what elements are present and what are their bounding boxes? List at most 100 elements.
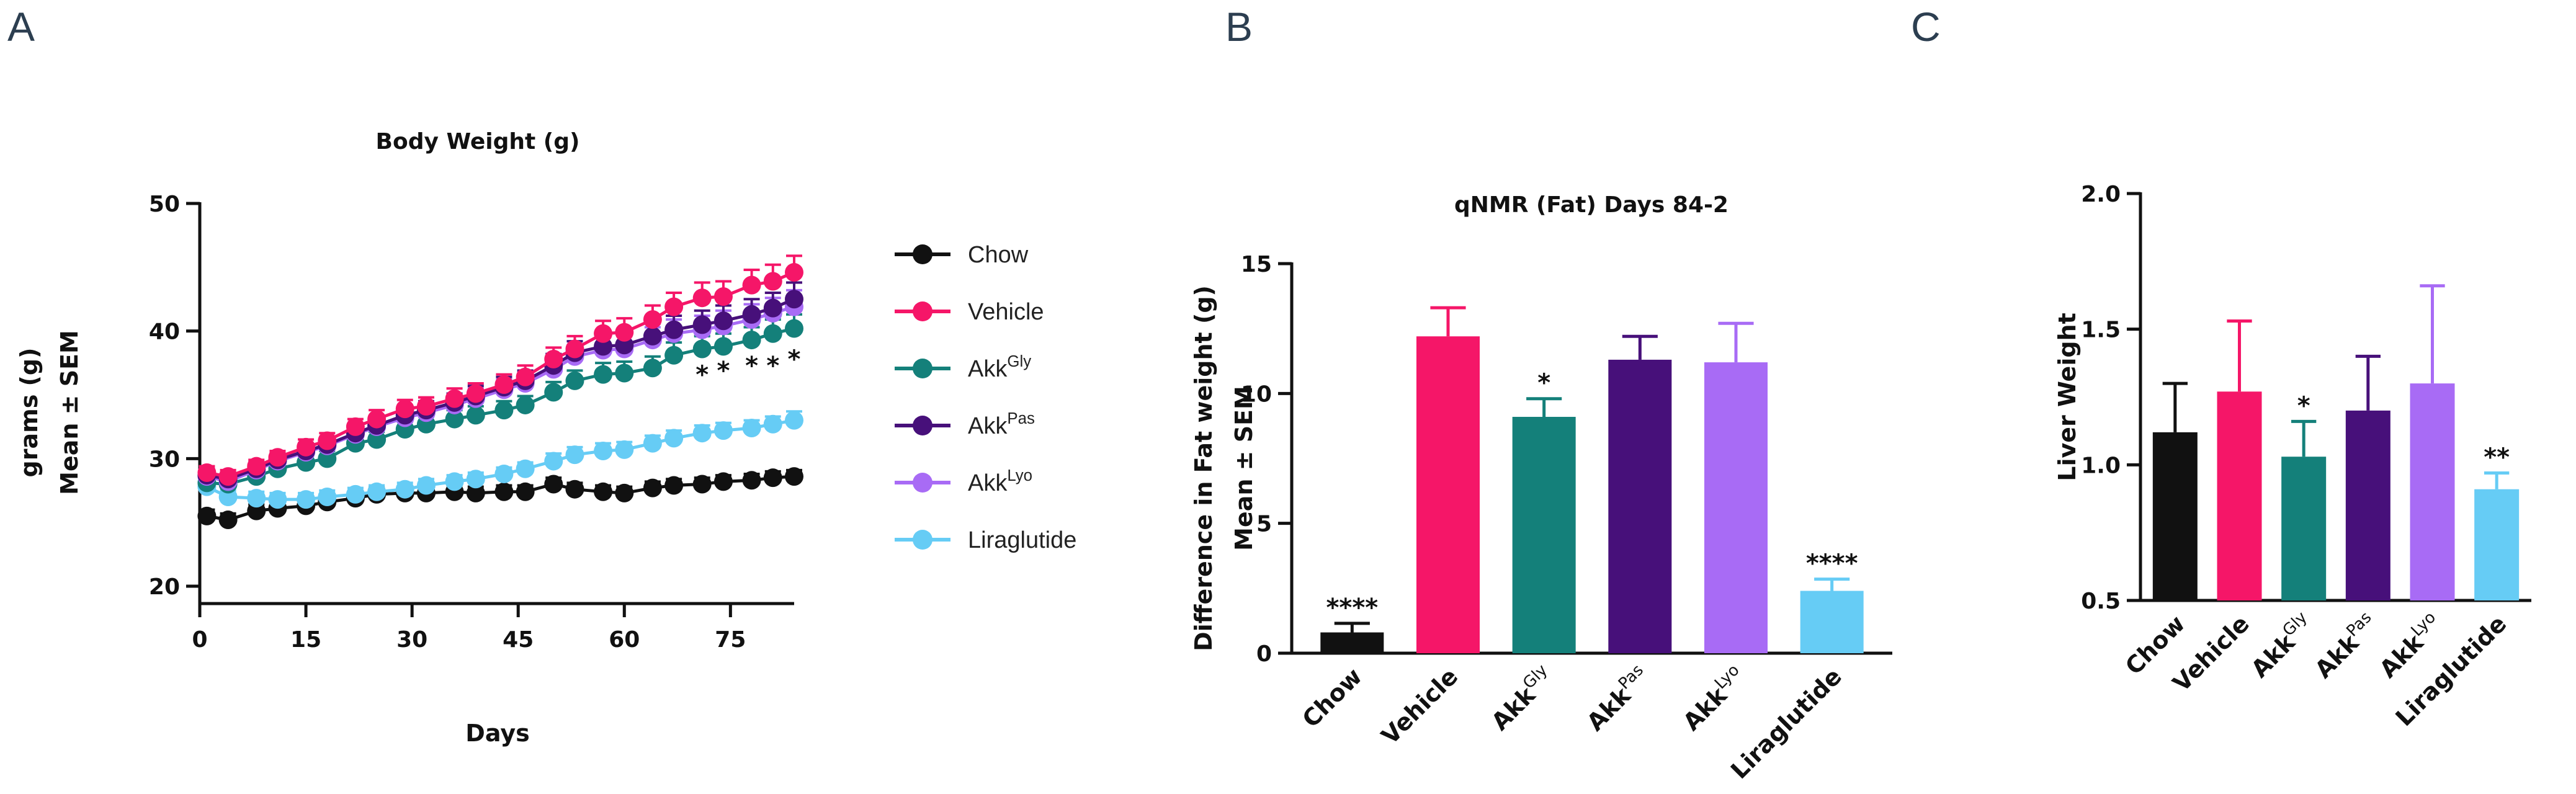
- chart-c-significance: *: [2297, 391, 2310, 420]
- chart-a-data-point: [516, 367, 535, 386]
- chart-c-bar: [2281, 457, 2327, 600]
- chart-b-y-tick-label: 5: [1256, 512, 1272, 537]
- chart-a-data-point: [664, 297, 684, 316]
- chart-a-x-tick-label: 60: [609, 627, 640, 653]
- chart-a-series-5: [197, 254, 803, 486]
- chart-a-data-point: [594, 365, 613, 384]
- chart-a-data-point: [594, 324, 613, 343]
- chart-b-category-label: Chow: [1297, 662, 1367, 733]
- chart-a-data-point: [785, 290, 803, 309]
- chart-b-y-axis-title-line1: Difference in Fat weight (g): [1190, 285, 1217, 651]
- chart-a-data-point: [516, 459, 535, 478]
- chart-a-data-point: [297, 490, 316, 509]
- chart-b-significance: *: [1537, 369, 1550, 398]
- chart-a-data-point: [643, 434, 662, 453]
- chart-a-data-point: [565, 371, 584, 390]
- chart-a-y-tick-label: 40: [149, 319, 180, 345]
- chart-c-bar: [2152, 432, 2198, 600]
- legend-label: AkkGly: [968, 353, 1031, 382]
- chart-b-category-label: AkkGly: [1485, 661, 1560, 736]
- chart-c-y-tick-label: 2.0: [2081, 182, 2121, 207]
- chart-a-data-point: [615, 323, 634, 342]
- legend-marker: [913, 301, 932, 321]
- chart-a-data-point: [544, 383, 563, 402]
- chart-a-data-point: [742, 418, 761, 437]
- chart-a-data-point: [466, 384, 485, 403]
- chart-a-data-point: [494, 465, 514, 484]
- chart-c-bar: [2345, 410, 2390, 600]
- chart-a-significance: *: [745, 352, 758, 380]
- chart-a-data-point: [367, 430, 387, 449]
- chart-a-data-point: [494, 482, 514, 501]
- chart-c-bar: [2410, 383, 2455, 600]
- chart-a-data-point: [346, 484, 365, 504]
- chart-a-data-point: [713, 472, 733, 491]
- chart-a-data-point: [494, 375, 514, 395]
- chart-a-data-point: [713, 337, 733, 356]
- chart-a-data-point: [318, 431, 337, 450]
- chart-a-data-point: [494, 401, 514, 420]
- chart-a-data-point: [742, 305, 761, 324]
- chart-b-bar-group-2: * AkkGly: [1485, 369, 1576, 736]
- chart-a-data-point: [594, 482, 613, 501]
- chart-a-data-point: [643, 326, 662, 346]
- chart-a-data-point: [713, 311, 733, 331]
- chart-a-x-axis-title: Days: [465, 720, 529, 747]
- chart-a-data-point: [664, 429, 684, 448]
- chart-b-bar: [1320, 632, 1384, 653]
- chart-a-data-point: [763, 324, 782, 343]
- panel-letter-b: B: [1225, 4, 1253, 50]
- chart-a-data-point: [197, 463, 217, 482]
- chart-c-bar-group-4: AkkLyo: [2374, 284, 2455, 683]
- chart-a-data-point: [247, 489, 266, 508]
- legend-marker: [913, 473, 932, 493]
- chart-c-y-tick-label: 1.0: [2081, 453, 2121, 478]
- chart-a-data-point: [516, 482, 535, 501]
- chart-a-data-point: [268, 490, 287, 509]
- chart-a-data-point: [785, 467, 803, 486]
- legend-marker: [913, 416, 932, 435]
- chart-a-y-tick-label: 50: [149, 192, 180, 217]
- chart-a-data-point: [565, 445, 584, 465]
- chart-a-x-tick-label: 15: [290, 627, 321, 653]
- chart-a-data-point: [565, 339, 584, 359]
- chart-b-title: qNMR (Fat) Days 84-2: [1454, 192, 1729, 218]
- chart-a-significance: *: [766, 352, 779, 380]
- chart-a-data-point: [346, 417, 365, 436]
- chart-a-significance: *: [717, 357, 730, 385]
- chart-c-y-axis-title-line1: Liver Weight: [2054, 313, 2081, 481]
- chart-a-data-point: [692, 424, 712, 443]
- chart-a-x-tick-label: 30: [396, 627, 427, 653]
- chart-a-data-point: [395, 480, 414, 499]
- chart-a-data-point: [742, 331, 761, 350]
- chart-b-category-label: AkkLyo: [1676, 661, 1751, 736]
- chart-a-y-tick-label: 20: [149, 574, 180, 600]
- legend-label: Chow: [968, 242, 1029, 268]
- chart-a-data-point: [692, 339, 712, 359]
- chart-b-bar: [1608, 359, 1672, 653]
- chart-a-significance: *: [788, 346, 801, 374]
- chart-a-title: Body Weight (g): [376, 129, 580, 154]
- chart-a-data-point: [218, 467, 238, 486]
- chart-a-data-point: [664, 320, 684, 339]
- chart-a-data-point: [297, 437, 316, 457]
- chart-a-x-tick-label: 45: [503, 627, 534, 653]
- chart-a-data-point: [445, 472, 464, 491]
- chart-a-data-point: [367, 482, 387, 501]
- chart-a-data-point: [318, 449, 337, 468]
- chart-a-data-point: [785, 411, 803, 430]
- chart-a-data-point: [544, 475, 563, 494]
- body-weight-line-chart: Body Weight (g) 20 30 40 50 0 15 30 45 60 75 Days gr…: [16, 129, 1076, 747]
- chart-b-bar-group-1: Vehicle: [1376, 306, 1480, 750]
- legend-marker: [913, 530, 932, 550]
- chart-b-bar: [1800, 591, 1864, 653]
- chart-a-data-point: [544, 349, 563, 368]
- chart-a-data-point: [643, 478, 662, 497]
- chart-b-category-label: Vehicle: [1376, 662, 1463, 749]
- chart-a-data-point: [742, 275, 761, 295]
- legend-label: Vehicle: [968, 299, 1044, 325]
- chart-a-data-point: [713, 287, 733, 306]
- chart-a-data-point: [565, 480, 584, 499]
- chart-b-category-label: AkkPas: [1580, 661, 1655, 736]
